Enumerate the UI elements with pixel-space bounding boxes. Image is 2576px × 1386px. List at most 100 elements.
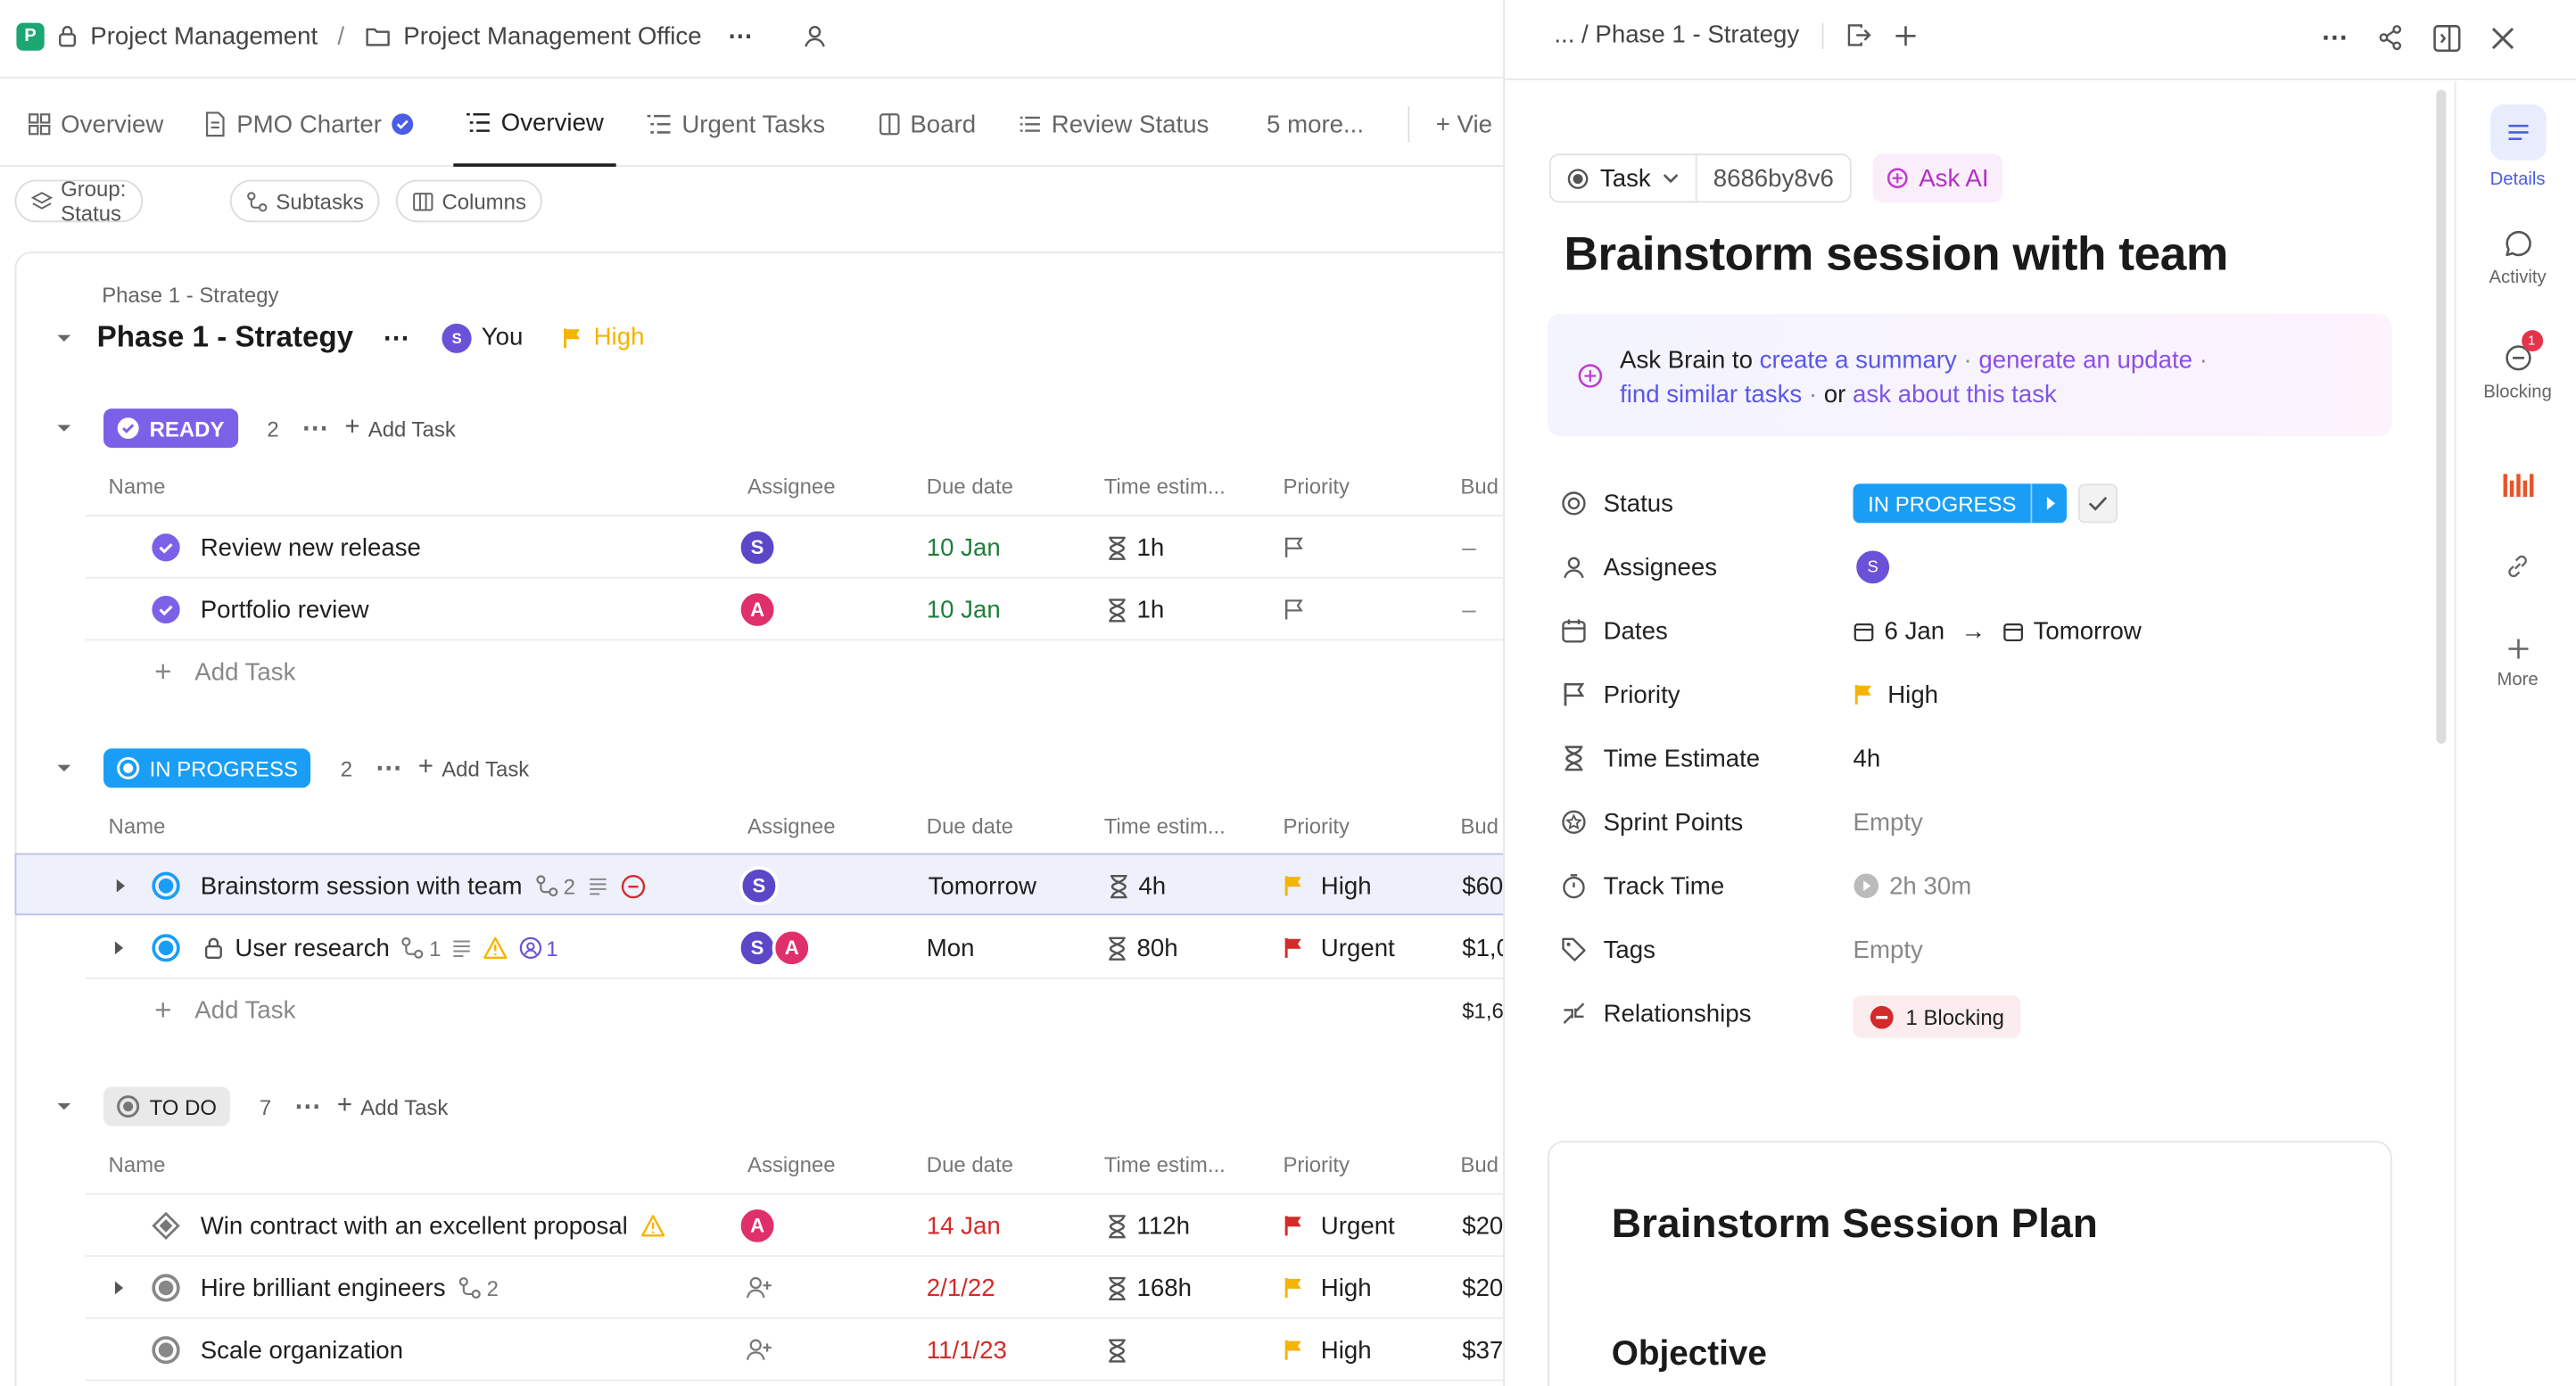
space-icon[interactable]: P [16, 21, 45, 50]
share-icon[interactable] [2377, 24, 2403, 51]
due-date[interactable]: 11/1/23 [926, 1336, 1007, 1365]
status-badge-in-progress[interactable]: IN PROGRESS [103, 748, 311, 788]
budget[interactable]: – [1462, 595, 1476, 624]
add-view-button[interactable]: + Vie [1435, 110, 1492, 138]
collapse-icon[interactable] [54, 327, 74, 347]
task-status-icon[interactable] [151, 1319, 180, 1382]
column-header-due[interactable]: Due date [926, 813, 1013, 839]
add-task-button[interactable]: + Add Task [336, 1092, 449, 1120]
group-more-icon[interactable]: ⋯ [293, 1093, 321, 1122]
milestone-icon[interactable] [151, 1195, 180, 1258]
collapse-icon[interactable] [54, 1097, 74, 1117]
time-estimate[interactable]: 4h [1109, 854, 1166, 917]
brain-link-ask[interactable]: ask about this task [1853, 380, 2057, 409]
assignee-value[interactable]: S [1853, 547, 1893, 587]
sidebar-item-blocking[interactable]: 1 Blocking [2456, 330, 2575, 402]
scrollbar[interactable] [2436, 89, 2447, 744]
move-icon[interactable] [1847, 23, 1872, 47]
user-icon[interactable] [802, 23, 828, 49]
mention-count[interactable]: 1 [520, 936, 558, 961]
breadcrumb-space[interactable]: Project Management [90, 21, 318, 50]
avatar-cell[interactable]: A [737, 579, 778, 641]
priority-cell[interactable]: High [1283, 854, 1372, 917]
tab-overview-active[interactable]: Overview [453, 82, 615, 167]
group-more-icon[interactable]: ⋯ [375, 755, 402, 783]
add-task-row[interactable]: + Add Task [154, 655, 296, 689]
status-badge-ready[interactable]: READY [103, 408, 238, 449]
column-header-priority[interactable]: Priority [1283, 1151, 1350, 1177]
breadcrumb-folder[interactable]: Project Management Office [403, 21, 702, 50]
play-icon[interactable] [1854, 873, 1879, 899]
time-estimate[interactable]: 112h [1107, 1195, 1190, 1258]
priority-cell[interactable]: High [1283, 1319, 1372, 1382]
blocking-relationship-chip[interactable]: 1 Blocking [1853, 994, 2021, 1038]
sidebar-item-details[interactable]: Details [2456, 104, 2575, 190]
table-row[interactable]: User research 1 1 SA Mon 80h Urgent $1,0 [85, 917, 1504, 979]
panel-breadcrumb[interactable]: ... / Phase 1 - Strategy [1554, 21, 1800, 49]
subtask-count[interactable]: 2 [458, 1275, 499, 1300]
add-assignee-icon[interactable] [746, 1319, 772, 1382]
tab-board[interactable]: Board [879, 82, 976, 167]
columns-button[interactable]: Columns [395, 179, 543, 223]
table-row[interactable]: Portfolio review A 10 Jan 1h – [85, 579, 1504, 641]
task-name-cell[interactable]: Hire brilliant engineers 2 [201, 1257, 499, 1319]
task-status-icon[interactable] [151, 917, 180, 979]
budget[interactable]: $37 [1462, 1336, 1504, 1365]
column-header-name[interactable]: Name [108, 1151, 166, 1177]
column-header-due[interactable]: Due date [926, 474, 1013, 499]
task-id[interactable]: 8686by8v6 [1713, 164, 1834, 193]
column-header-due[interactable]: Due date [926, 1151, 1013, 1177]
table-row[interactable]: Hire brilliant engineers 2 2/1/22 168h Hi… [85, 1257, 1504, 1319]
next-status-icon[interactable] [2031, 483, 2068, 524]
sidebar-item-more[interactable]: More [2456, 638, 2575, 689]
column-header-assignee[interactable]: Assignee [747, 474, 836, 499]
status-dropdown[interactable]: IN PROGRESS [1853, 483, 2068, 524]
task-type-dropdown[interactable]: Task [1551, 155, 1697, 202]
split-view-icon[interactable] [2433, 24, 2461, 52]
budget[interactable]: $1,0 [1462, 934, 1503, 962]
sidebar-item-links[interactable] [2456, 552, 2575, 580]
avatar[interactable]: S [442, 322, 472, 352]
task-name[interactable]: Review new release [200, 533, 421, 562]
due-date[interactable]: Tomorrow [928, 871, 1036, 900]
plus-icon[interactable] [1895, 24, 1918, 47]
task-name[interactable]: Portfolio review [200, 595, 369, 624]
table-row[interactable]: Scale organization 11/1/23 High $37 [85, 1319, 1504, 1382]
budget[interactable]: $60 [1462, 871, 1504, 900]
budget[interactable]: $20 [1462, 1211, 1504, 1240]
priority-cell[interactable]: Urgent [1283, 1195, 1395, 1258]
more-icon[interactable]: ⋯ [728, 22, 753, 51]
column-header-name[interactable]: Name [108, 813, 166, 839]
table-row[interactable]: Win contract with an excellent proposal … [85, 1195, 1504, 1258]
add-task-button[interactable]: + Add Task [344, 413, 456, 441]
add-task-row[interactable]: + Add Task [154, 994, 296, 1027]
brain-link-similar[interactable]: find similar tasks [1620, 380, 1803, 409]
avatar-cell[interactable]: A [737, 1195, 778, 1258]
subtasks-button[interactable]: Subtasks [229, 179, 381, 223]
task-name-cell[interactable]: Brainstorm session with team 2 [201, 854, 646, 917]
due-date[interactable]: 14 Jan [926, 1211, 1001, 1240]
dates-value[interactable]: 6 Jan → Tomorrow [1854, 611, 2142, 650]
warning-icon[interactable] [483, 936, 508, 960]
track-time-value[interactable]: 2h 30m [1854, 866, 1971, 905]
group-more-icon[interactable]: ⋯ [301, 415, 328, 443]
column-header-priority[interactable]: Priority [1283, 813, 1350, 839]
time-estimate-value[interactable]: 4h [1853, 744, 1881, 772]
add-assignee-icon[interactable] [746, 1257, 772, 1319]
sprint-points-value[interactable]: Empty [1853, 808, 1923, 837]
priority-cell[interactable]: High [1283, 1257, 1372, 1319]
column-header-budget[interactable]: Bud [1460, 1151, 1499, 1177]
blocking-icon[interactable] [621, 873, 646, 898]
warning-icon[interactable] [641, 1215, 666, 1238]
add-task-button[interactable]: + Add Task [417, 753, 530, 781]
tab-more[interactable]: 5 more... [1267, 110, 1365, 138]
time-estimate[interactable]: 168h [1107, 1257, 1192, 1319]
task-name-cell[interactable]: User research 1 1 [203, 917, 558, 979]
task-checked-icon[interactable] [151, 516, 180, 579]
tab-urgent-tasks[interactable]: Urgent Tasks [646, 82, 825, 167]
column-header-priority[interactable]: Priority [1283, 474, 1350, 499]
status-badge-todo[interactable]: TO DO [103, 1086, 230, 1126]
column-header-name[interactable]: Name [108, 474, 166, 499]
budget[interactable]: $20 [1462, 1274, 1504, 1302]
